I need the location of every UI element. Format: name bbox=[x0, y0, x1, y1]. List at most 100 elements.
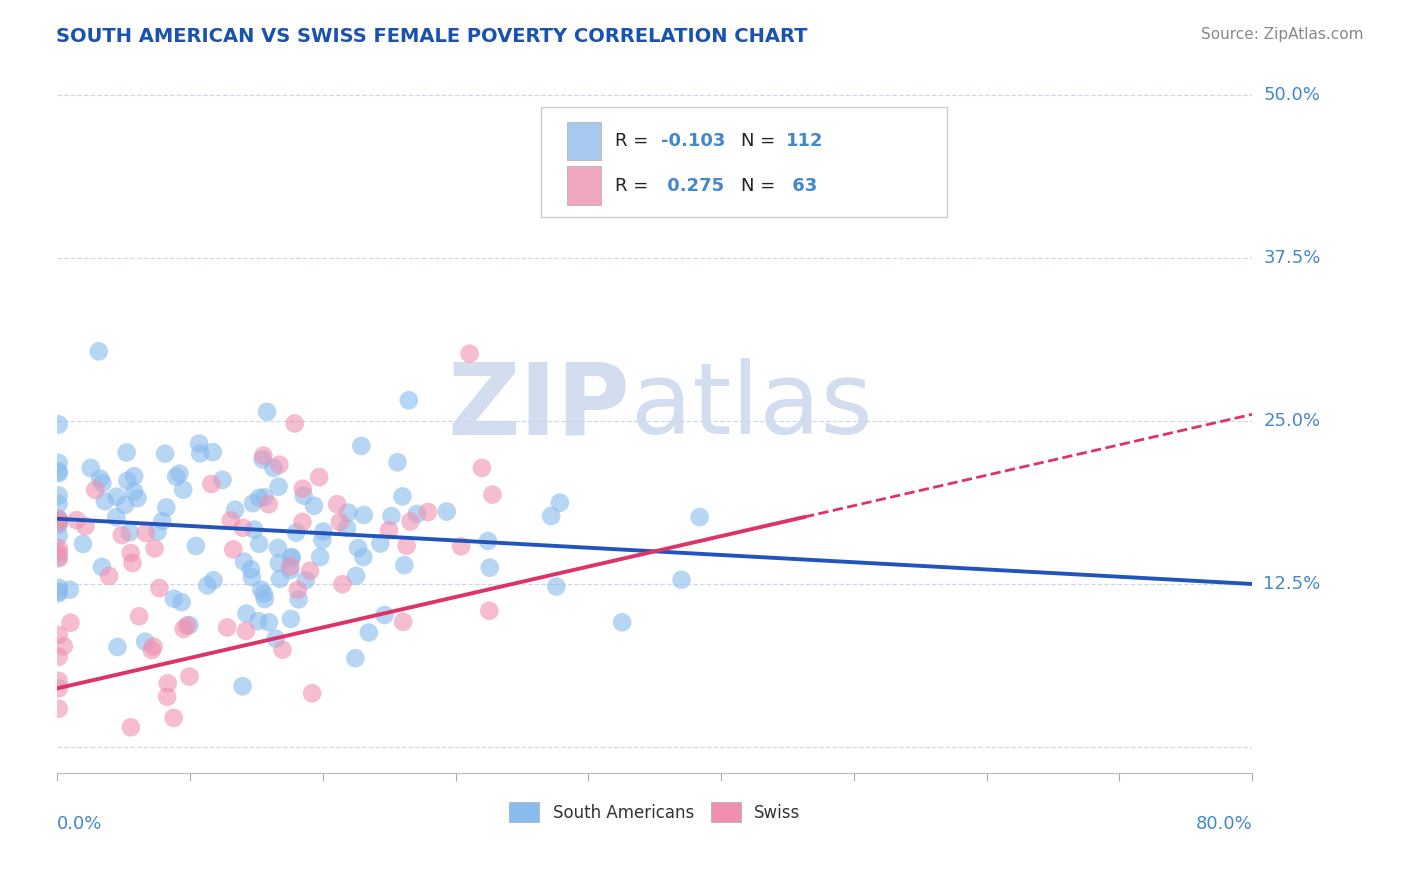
Point bbox=[240, 570, 263, 584]
Point bbox=[689, 510, 711, 524]
Point bbox=[170, 595, 193, 609]
Point bbox=[200, 477, 222, 491]
Text: R =: R = bbox=[616, 177, 654, 194]
Point bbox=[48, 584, 70, 599]
FancyBboxPatch shape bbox=[541, 107, 948, 217]
Point bbox=[387, 455, 409, 469]
Point bbox=[48, 467, 70, 481]
Text: 37.5%: 37.5% bbox=[1264, 249, 1320, 267]
Text: 0.275: 0.275 bbox=[661, 177, 724, 194]
Point bbox=[89, 471, 111, 485]
FancyBboxPatch shape bbox=[568, 121, 600, 161]
Point bbox=[540, 509, 562, 524]
Point bbox=[391, 489, 413, 503]
Point bbox=[311, 533, 333, 547]
Text: 80.0%: 80.0% bbox=[1195, 815, 1253, 833]
Point bbox=[262, 461, 284, 475]
Text: 50.0%: 50.0% bbox=[1264, 86, 1320, 103]
Point bbox=[253, 592, 276, 607]
Point bbox=[336, 521, 359, 535]
Point bbox=[48, 541, 70, 555]
Point bbox=[406, 507, 429, 521]
Point bbox=[84, 483, 107, 497]
Point bbox=[308, 470, 330, 484]
Point bbox=[481, 488, 503, 502]
Legend: South Americans, Swiss: South Americans, Swiss bbox=[502, 796, 807, 829]
Point bbox=[107, 640, 129, 654]
Point bbox=[48, 581, 70, 595]
Point bbox=[91, 476, 114, 491]
Point bbox=[148, 581, 170, 595]
Point bbox=[232, 679, 254, 693]
Point bbox=[48, 517, 70, 532]
Point bbox=[105, 490, 128, 504]
Point bbox=[169, 467, 191, 481]
FancyBboxPatch shape bbox=[568, 166, 600, 205]
Point bbox=[269, 458, 291, 472]
Text: -0.103: -0.103 bbox=[661, 132, 725, 150]
Point bbox=[122, 469, 145, 483]
Text: R =: R = bbox=[616, 132, 654, 150]
Point bbox=[111, 528, 134, 542]
Point bbox=[179, 618, 201, 632]
Point bbox=[368, 536, 391, 550]
Point bbox=[179, 669, 201, 683]
Point bbox=[353, 508, 375, 522]
Point bbox=[59, 582, 82, 597]
Point bbox=[141, 643, 163, 657]
Point bbox=[240, 562, 263, 576]
Point bbox=[176, 618, 198, 632]
Point bbox=[156, 676, 179, 690]
Point bbox=[284, 417, 307, 431]
Point bbox=[380, 509, 402, 524]
Point bbox=[117, 474, 139, 488]
Point bbox=[146, 524, 169, 539]
Point bbox=[450, 539, 472, 553]
Point bbox=[312, 524, 335, 539]
Point bbox=[48, 628, 70, 642]
Text: N =: N = bbox=[741, 132, 780, 150]
Point bbox=[128, 609, 150, 624]
Point bbox=[163, 711, 186, 725]
Point bbox=[105, 510, 128, 524]
Point bbox=[478, 604, 501, 618]
Point bbox=[287, 592, 309, 607]
Point bbox=[332, 577, 354, 591]
Point bbox=[253, 490, 276, 504]
Point bbox=[235, 624, 257, 638]
Point bbox=[301, 686, 323, 700]
Point bbox=[48, 516, 70, 530]
Text: 63: 63 bbox=[786, 177, 817, 194]
Point bbox=[242, 496, 264, 510]
Point bbox=[399, 515, 422, 529]
Point bbox=[163, 591, 186, 606]
Point bbox=[278, 563, 301, 577]
Point bbox=[48, 701, 70, 715]
Point bbox=[122, 484, 145, 499]
Point bbox=[232, 521, 254, 535]
Point bbox=[347, 541, 370, 555]
Point bbox=[416, 505, 439, 519]
Point bbox=[118, 525, 141, 540]
Point bbox=[48, 586, 70, 600]
Point bbox=[352, 550, 374, 565]
Point bbox=[267, 541, 290, 555]
Point bbox=[48, 649, 70, 664]
Point bbox=[217, 620, 239, 634]
Point bbox=[610, 615, 633, 630]
Point bbox=[257, 615, 280, 630]
Point bbox=[298, 564, 321, 578]
Point bbox=[247, 537, 270, 551]
Point bbox=[48, 497, 70, 511]
Point bbox=[48, 456, 70, 470]
Point bbox=[344, 569, 367, 583]
Point bbox=[378, 524, 401, 538]
Point bbox=[120, 720, 142, 734]
Point bbox=[264, 632, 287, 646]
Point bbox=[398, 393, 420, 408]
Point bbox=[243, 523, 266, 537]
Point bbox=[257, 497, 280, 511]
Point bbox=[66, 513, 89, 527]
Point bbox=[87, 344, 110, 359]
Point bbox=[48, 489, 70, 503]
